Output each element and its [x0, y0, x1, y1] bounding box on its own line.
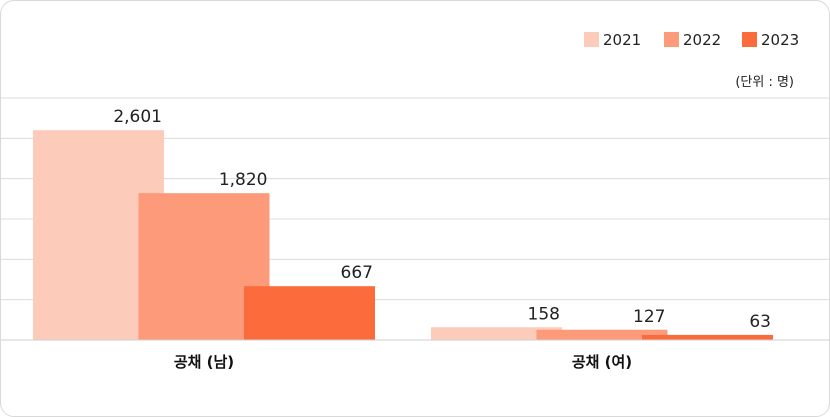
bar-2023-1 — [244, 286, 375, 340]
legend-swatch — [584, 32, 599, 47]
value-label: 2,601 — [113, 107, 162, 127]
value-label: 1,820 — [219, 170, 268, 190]
legend-item-2022: 2022 — [664, 31, 721, 49]
legend-swatch — [664, 32, 679, 47]
bar-2023-2 — [642, 334, 773, 340]
legend-item-2021: 2021 — [584, 31, 641, 49]
value-label: 127 — [633, 307, 665, 327]
legend-label: 2023 — [761, 31, 799, 49]
unit-label: (단위 : 명) — [735, 75, 794, 90]
legend: 2021 2022 2023 — [584, 31, 799, 49]
legend-label: 2021 — [603, 31, 641, 49]
bar-2022-2 — [536, 329, 668, 340]
value-label: 158 — [528, 304, 560, 324]
category-label: 공채 (남) — [174, 353, 234, 371]
value-labels: 2,601 158 1,820 127 667 63 — [113, 107, 771, 332]
legend-label: 2022 — [683, 31, 721, 49]
legend-swatch — [742, 32, 757, 47]
legend-item-2023: 2023 — [742, 31, 799, 49]
category-label: 공채 (여) — [572, 353, 632, 371]
value-label: 667 — [341, 263, 373, 283]
category-labels: 공채 (남) 공채 (여) — [174, 353, 632, 371]
value-label: 63 — [749, 312, 771, 332]
bars — [33, 130, 773, 340]
bar-2021-2 — [431, 327, 562, 340]
